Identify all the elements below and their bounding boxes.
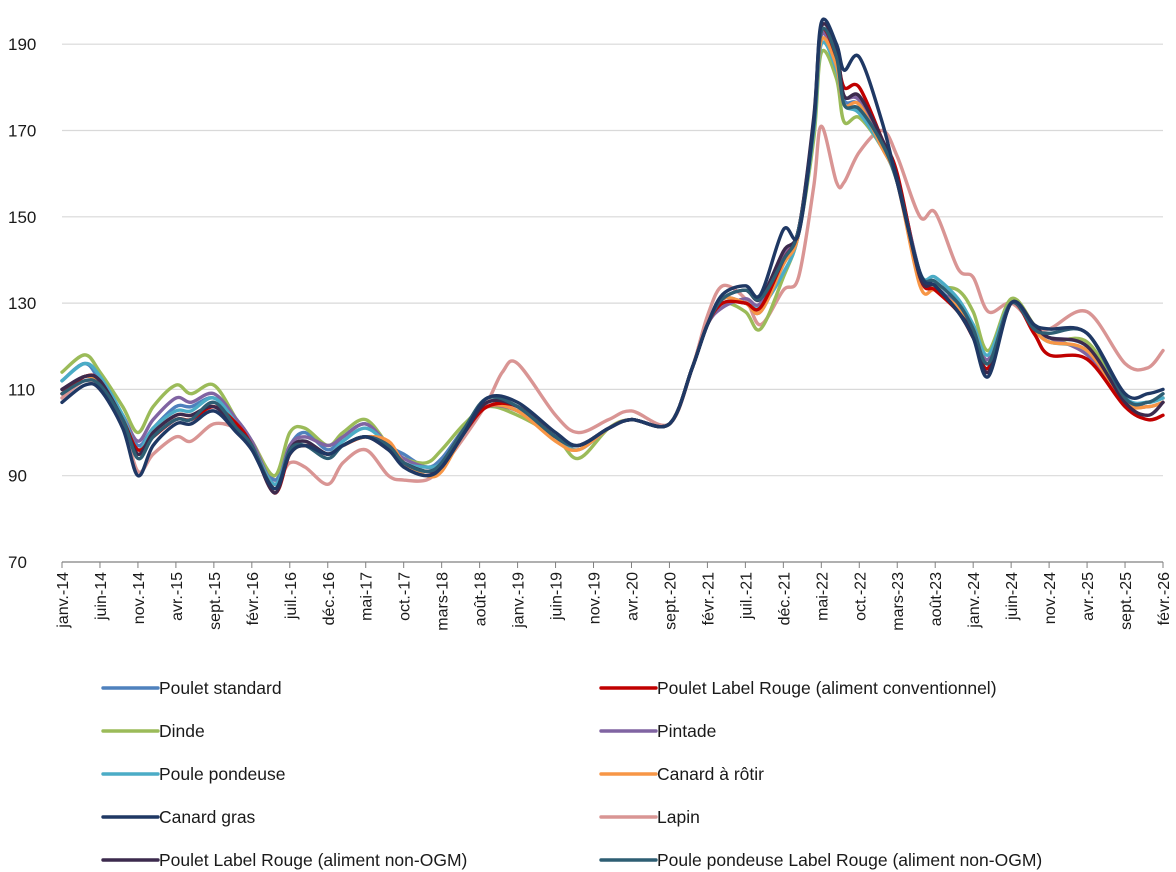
legend-label: Poulet Label Rouge (aliment conventionne… [657,678,997,698]
legend-label: Lapin [657,807,700,827]
x-tick-label: avr.-20 [624,572,641,621]
legend-item-poulet-standard: Poulet standard [101,678,282,698]
y-tick-label: 70 [8,553,27,572]
x-tick-label: juin-19 [549,572,566,621]
legend-label: Poulet Label Rouge (aliment non-OGM) [159,850,467,870]
legend-label: Dinde [159,721,205,741]
x-tick-label: nov.-24 [1042,572,1059,624]
x-tick-label: mars-23 [890,572,907,631]
x-tick-label: juil.-21 [738,572,755,620]
x-tick-label: oct.-22 [852,572,869,621]
legend-label: Poulet standard [159,678,282,698]
x-tick-label: avr.-25 [1080,572,1097,621]
x-tick-label: juil.-16 [283,572,300,620]
series-lines [60,17,1165,495]
axes: 70 90 110 130 150 170 190 janv.-14 juin-14 nov.-1… [8,35,1173,630]
x-tick-label: sept.-20 [662,572,679,630]
legend-item-poulet-label-rouge-aliment-non-ogm: Poulet Label Rouge (aliment non-OGM) [101,850,467,870]
x-tick-label: sept.-15 [207,572,224,630]
series-line-lapin [60,124,1165,487]
y-tick-label: 90 [8,467,27,486]
y-tick-label: 190 [8,35,36,54]
x-tick-label: mai-22 [814,572,831,621]
x-tick-label: oct.-17 [397,572,414,621]
x-tick-label: janv.-14 [55,572,72,629]
x-tick-label: nov.-19 [587,572,604,624]
legend-label: Canard gras [159,807,256,827]
legend-label: Poule pondeuse Label Rouge (aliment non-… [657,850,1042,870]
y-tick-label: 150 [8,208,36,227]
series-line-canard-gras [60,17,1165,491]
legend-item-canard-a-rotir: Canard à rôtir [599,764,764,784]
x-tick-label: janv.-24 [966,572,983,629]
y-tick-label: 170 [8,122,36,141]
x-tick-label: août-23 [928,572,945,626]
x-tick-label: févr.-16 [245,572,262,625]
legend-item-poule-pondeuse-label-rouge-aliment-non-ogm: Poule pondeuse Label Rouge (aliment non-… [599,850,1042,870]
x-tick-label: déc.-21 [776,572,793,625]
x-tick-label: nov.-14 [131,572,148,624]
x-tick-label: avr.-15 [169,572,186,621]
x-tick-label: sept.-25 [1118,572,1135,630]
y-tick-label: 130 [8,294,36,313]
x-tick-label: janv.-19 [511,572,528,629]
x-tick-label: déc.-16 [321,572,338,625]
x-tick-label: juin-24 [1004,572,1021,621]
legend: Poulet standard Poulet Label Rouge (alime… [101,678,1042,870]
legend-label: Poule pondeuse [159,764,286,784]
x-tick-label: août-18 [473,572,490,626]
x-tick-label: févr.-21 [700,572,717,625]
legend-label: Canard à rôtir [657,764,764,784]
x-tick-label: févr.-26 [1156,572,1173,625]
y-tick-label: 110 [8,380,35,399]
legend-item-lapin: Lapin [599,807,700,827]
x-tick-label: juin-14 [93,572,110,621]
x-tick-label: mai-17 [359,572,376,621]
legend-label: Pintade [657,721,716,741]
legend-item-canard-gras: Canard gras [101,807,256,827]
legend-item-poulet-label-rouge-aliment-conventionnel: Poulet Label Rouge (aliment conventionne… [599,678,997,698]
legend-item-dinde: Dinde [101,721,205,741]
gridlines [62,43,1163,477]
x-tick-label: mars-18 [435,572,452,631]
legend-item-poule-pondeuse: Poule pondeuse [101,764,286,784]
legend-item-pintade: Pintade [599,721,716,741]
